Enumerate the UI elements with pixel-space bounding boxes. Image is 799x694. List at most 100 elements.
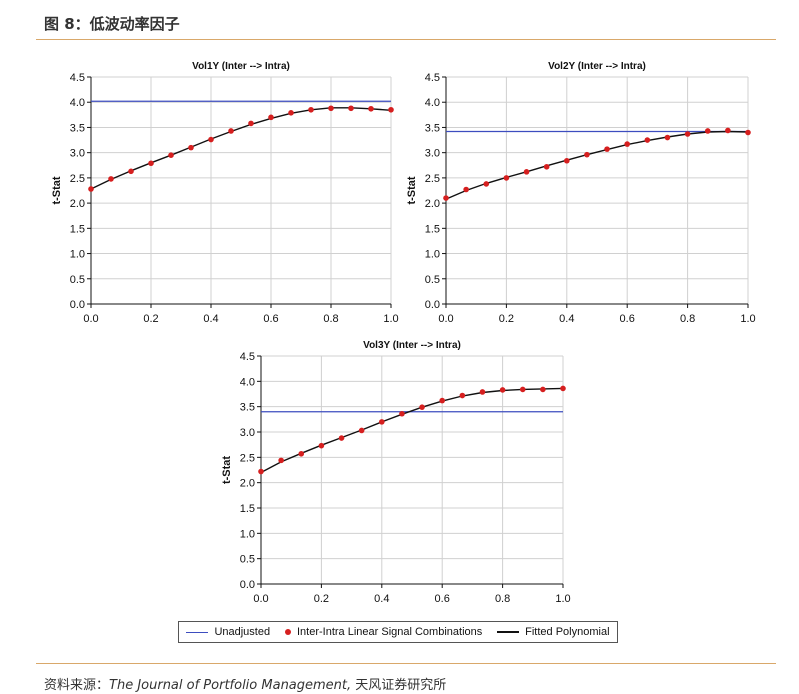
chart-3-y-tick-label: 3.5 (240, 402, 255, 414)
chart-2-data-point (564, 157, 570, 164)
chart-1-x-tick-label: 1.0 (383, 313, 398, 325)
chart-2-x-tick-label: 0.4 (559, 313, 574, 325)
legend-label-fitted: Fitted Polynomial (525, 626, 610, 638)
chart-1-data-point (168, 152, 174, 158)
chart-1-data-point (88, 186, 94, 192)
chart-1-y-tick-label: 4.0 (70, 97, 85, 109)
chart-2-data-point (624, 141, 630, 147)
chart-1-y-tick-label: 4.5 (70, 72, 85, 84)
chart-3-data-point (519, 386, 526, 393)
chart-3-x-tick-label: 0.0 (253, 593, 268, 605)
chart-3-x-tick-label: 0.4 (374, 593, 389, 605)
chart-2-x-tick-label: 0.8 (680, 313, 695, 325)
source-suffix: 天风证券研究所 (351, 678, 447, 693)
chart-2-data-point (664, 134, 671, 141)
chart-1-data-point (308, 106, 314, 113)
chart-2-data-point (543, 163, 550, 170)
chart-3-y-tick-label: 3.0 (240, 427, 255, 439)
chart-2-y-tick-label: 0.0 (425, 299, 440, 311)
chart-2-y-tick-label: 3.5 (425, 122, 440, 134)
chart-3-x-tick-label: 0.6 (435, 593, 450, 605)
chart-2-x-tick-label: 0.0 (438, 313, 453, 325)
chart-2-y-tick-label: 4.0 (425, 97, 440, 109)
chart-1-fitted-curve (90, 107, 392, 190)
chart-3-data-point (338, 435, 345, 441)
chart-3-data-point (479, 389, 486, 395)
figure-title: 图 8：低波动率因子 (44, 15, 180, 33)
chart-3-y-tick-label: 4.0 (240, 376, 255, 388)
chart-3-data-point (358, 427, 365, 434)
chart-3-data-point (560, 385, 566, 392)
chart-1-x-tick-label: 0.4 (203, 313, 218, 325)
source-prefix: 资料来源： (44, 678, 110, 693)
chart-1-y-axis-title: t-Stat (51, 176, 63, 204)
chart-2-y-tick-label: 1.5 (425, 223, 440, 235)
chart-3-data-point (318, 442, 325, 449)
chart-3-x-tick-label: 0.2 (314, 593, 329, 605)
chart-3-x-tick-label: 1.0 (555, 593, 570, 605)
chart-2-data-point (604, 146, 610, 152)
chart-1-data-point (188, 144, 194, 151)
chart-2-y-tick-label: 2.0 (425, 198, 440, 210)
source-note: 资料来源：The Journal of Portfolio Management… (44, 674, 446, 693)
chart-3-y-tick-label: 2.5 (240, 452, 255, 464)
chart-1-data-point (388, 106, 394, 113)
chart-2-data-point (503, 175, 510, 181)
chart-2-y-tick-label: 3.0 (425, 148, 440, 160)
chart-3-fitted-curve (260, 387, 564, 474)
chart-1-x-tick-label: 0.8 (323, 313, 338, 325)
chart-3-data-point (540, 386, 546, 393)
chart-3-data-point (499, 387, 506, 393)
chart-3-data-point (399, 410, 405, 417)
chart-3-y-tick-label: 1.5 (240, 503, 255, 515)
chart-2-data-point (463, 186, 469, 193)
chart-3-data-point (258, 468, 264, 475)
source-journal: The Journal of Portfolio Management, (109, 678, 352, 693)
chart-2-title: Vol2Y (Inter --> Intra) (548, 61, 646, 72)
chart-3-data-point (379, 419, 385, 425)
chart-2-y-axis-title: t-Stat (406, 176, 418, 204)
chart-2-data-point (483, 181, 490, 187)
chart-2-fitted-curve (445, 130, 749, 200)
chart-1-data-point (348, 105, 354, 112)
chart-2-y-tick-label: 0.5 (425, 274, 440, 286)
chart-3-y-tick-label: 0.5 (240, 554, 255, 566)
chart-1-data-point (268, 114, 274, 121)
chart-1-data-point (288, 110, 294, 116)
chart-3-y-tick-label: 0.0 (240, 579, 255, 591)
chart-1-data-point (228, 128, 234, 134)
chart-3-data-point (298, 450, 305, 457)
legend-item-unadjusted: Unadjusted (186, 626, 270, 638)
chart-3-title: Vol3Y (Inter --> Intra) (363, 340, 461, 351)
chart-3-data-point (439, 397, 446, 404)
chart-2-y-tick-label: 1.0 (425, 249, 440, 261)
chart-1-y-tick-label: 3.0 (70, 148, 85, 160)
chart-1-data-point (128, 168, 134, 175)
chart-2-data-point (725, 127, 731, 134)
chart-1-y-tick-label: 1.5 (70, 223, 85, 235)
legend-line-icon (497, 631, 520, 633)
chart-1-y-tick-label: 0.5 (70, 274, 85, 286)
legend-item-combinations: Inter-Intra Linear Signal Combinations (284, 626, 482, 638)
chart-3-y-axis-title: t-Stat (221, 456, 233, 484)
chart-1-title: Vol1Y (Inter --> Intra) (192, 61, 290, 72)
chart-1-y-tick-label: 2.0 (70, 198, 85, 210)
chart-1-data-point (368, 105, 374, 112)
legend-line-icon (186, 631, 209, 633)
chart-1-data-point (328, 105, 334, 112)
chart-3-y-tick-label: 1.0 (240, 528, 255, 540)
chart-1-data-point (148, 160, 154, 167)
legend-item-fitted: Fitted Polynomial (497, 626, 610, 638)
chart-2-x-tick-label: 1.0 (740, 313, 755, 325)
chart-3-data-point (278, 457, 284, 464)
chart-3-data-point (419, 404, 425, 410)
chart-2-data-point (644, 137, 651, 143)
chart-2-x-tick-label: 0.2 (499, 313, 514, 325)
chart-2-data-point (684, 131, 691, 137)
chart-2-data-point (584, 151, 590, 158)
chart-2-x-tick-label: 0.6 (620, 313, 635, 325)
chart-3-y-tick-label: 2.0 (240, 478, 255, 490)
chart-1-data-point (208, 136, 214, 143)
chart-2-data-point (443, 195, 449, 201)
